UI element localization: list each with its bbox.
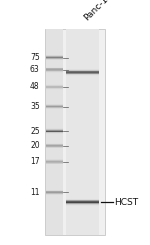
Bar <box>66 72 99 73</box>
Bar <box>46 56 63 57</box>
Bar <box>46 71 63 72</box>
Bar <box>46 59 63 60</box>
Bar <box>46 104 63 105</box>
Bar <box>46 159 63 160</box>
Bar <box>46 132 63 133</box>
Bar <box>46 85 63 86</box>
Bar <box>66 199 99 200</box>
Bar <box>46 106 63 107</box>
Text: 11: 11 <box>30 188 40 197</box>
Bar <box>66 71 99 72</box>
Bar <box>46 131 63 132</box>
Bar <box>46 147 63 148</box>
Bar <box>46 84 63 85</box>
Bar <box>46 70 63 71</box>
Bar <box>46 145 63 146</box>
Bar <box>46 55 63 56</box>
Text: 35: 35 <box>30 102 40 111</box>
Bar <box>46 69 63 70</box>
Bar <box>46 160 63 161</box>
Bar <box>46 68 63 69</box>
Bar <box>46 144 63 145</box>
Bar <box>46 88 63 89</box>
Text: 20: 20 <box>30 141 40 150</box>
Bar <box>46 163 63 164</box>
Bar <box>46 105 63 106</box>
Bar <box>46 67 63 68</box>
Bar <box>46 87 63 88</box>
Bar <box>66 69 99 70</box>
Text: 75: 75 <box>30 53 40 62</box>
Bar <box>46 68 63 69</box>
Bar <box>45 29 105 235</box>
Bar <box>46 162 63 163</box>
Bar <box>46 194 63 195</box>
Bar <box>66 75 99 76</box>
Bar <box>66 74 99 75</box>
Text: 63: 63 <box>30 65 40 74</box>
Bar <box>46 192 63 193</box>
Text: 25: 25 <box>30 127 40 135</box>
Bar <box>66 71 99 72</box>
Bar <box>46 133 63 134</box>
Text: HCST: HCST <box>114 198 138 207</box>
Text: 48: 48 <box>30 83 40 91</box>
Bar <box>46 144 63 145</box>
Bar <box>66 200 99 201</box>
Bar <box>66 204 99 205</box>
Bar <box>46 130 63 131</box>
Bar <box>46 193 63 194</box>
Bar <box>66 199 99 200</box>
Bar <box>46 86 63 87</box>
Bar <box>46 191 63 192</box>
Bar <box>66 29 99 235</box>
Bar <box>46 57 63 58</box>
Bar <box>66 205 99 206</box>
Bar <box>66 203 99 204</box>
Bar <box>46 29 63 235</box>
Bar <box>46 161 63 162</box>
Bar <box>46 128 63 129</box>
Bar <box>46 143 63 144</box>
Bar <box>46 190 63 191</box>
Bar <box>66 202 99 203</box>
Text: Panc-1: Panc-1 <box>82 0 110 22</box>
Bar <box>46 108 63 109</box>
Text: 17: 17 <box>30 157 40 166</box>
Bar <box>66 70 99 71</box>
Bar <box>46 72 63 73</box>
Bar <box>46 129 63 130</box>
Bar <box>46 89 63 90</box>
Bar <box>46 107 63 108</box>
Bar <box>46 146 63 147</box>
Bar <box>66 201 99 202</box>
Bar <box>46 132 63 133</box>
Bar <box>46 58 63 59</box>
